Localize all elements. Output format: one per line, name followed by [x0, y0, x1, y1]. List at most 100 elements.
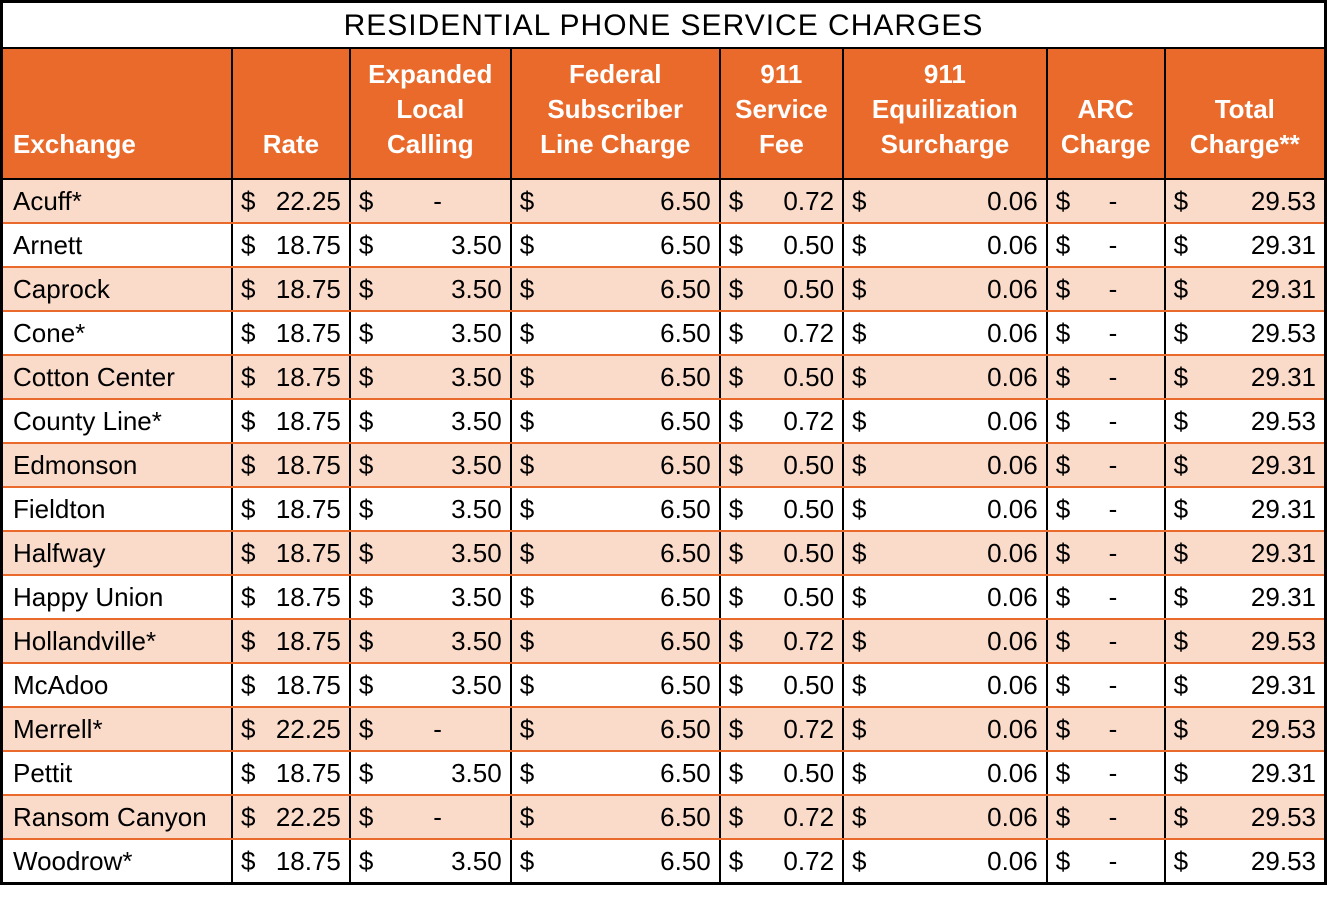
cell-total: $29.31 — [1165, 487, 1326, 531]
cell-total: $29.53 — [1165, 839, 1326, 883]
cell-total: $29.53 — [1165, 179, 1326, 223]
cell-911fee: $0.72 — [720, 839, 843, 883]
cell-911fee: $0.72 — [720, 179, 843, 223]
table-row: Cotton Center$18.75$3.50$6.50$0.50$0.06$… — [2, 355, 1326, 399]
cell-expanded: $3.50 — [350, 839, 511, 883]
cell-exchange: Fieldton — [2, 487, 232, 531]
cell-911fee: $0.50 — [720, 531, 843, 575]
cell-rate: $18.75 — [232, 751, 350, 795]
cell-total: $29.31 — [1165, 751, 1326, 795]
cell-exchange: County Line* — [2, 399, 232, 443]
cell-911eq: $0.06 — [843, 267, 1047, 311]
cell-911eq: $0.06 — [843, 839, 1047, 883]
table-header-row: Exchange Rate Expanded Local Calling Fed… — [2, 48, 1326, 179]
cell-expanded: $3.50 — [350, 223, 511, 267]
cell-expanded: $- — [350, 795, 511, 839]
cell-911fee: $0.50 — [720, 355, 843, 399]
cell-arc: $- — [1047, 751, 1165, 795]
cell-rate: $18.75 — [232, 575, 350, 619]
table-row: Happy Union$18.75$3.50$6.50$0.50$0.06$-$… — [2, 575, 1326, 619]
cell-arc: $- — [1047, 707, 1165, 751]
cell-total: $29.31 — [1165, 663, 1326, 707]
cell-expanded: $3.50 — [350, 399, 511, 443]
cell-arc: $- — [1047, 575, 1165, 619]
cell-rate: $18.75 — [232, 355, 350, 399]
cell-expanded: $- — [350, 707, 511, 751]
cell-exchange: Woodrow* — [2, 839, 232, 883]
cell-total: $29.53 — [1165, 399, 1326, 443]
cell-arc: $- — [1047, 839, 1165, 883]
cell-911eq: $0.06 — [843, 619, 1047, 663]
cell-911fee: $0.50 — [720, 443, 843, 487]
cell-911fee: $0.72 — [720, 399, 843, 443]
cell-expanded: $3.50 — [350, 311, 511, 355]
cell-exchange: Cotton Center — [2, 355, 232, 399]
cell-fslc: $6.50 — [511, 751, 720, 795]
cell-arc: $- — [1047, 267, 1165, 311]
cell-expanded: $3.50 — [350, 663, 511, 707]
cell-fslc: $6.50 — [511, 179, 720, 223]
cell-911eq: $0.06 — [843, 223, 1047, 267]
col-911fee: 911 Service Fee — [720, 48, 843, 179]
cell-911fee: $0.72 — [720, 707, 843, 751]
cell-fslc: $6.50 — [511, 839, 720, 883]
cell-arc: $- — [1047, 619, 1165, 663]
table-row: Acuff*$22.25$-$6.50$0.72$0.06$-$29.53 — [2, 179, 1326, 223]
cell-expanded: $- — [350, 179, 511, 223]
table-row: Woodrow*$18.75$3.50$6.50$0.72$0.06$-$29.… — [2, 839, 1326, 883]
cell-exchange: Edmonson — [2, 443, 232, 487]
cell-fslc: $6.50 — [511, 311, 720, 355]
cell-fslc: $6.50 — [511, 531, 720, 575]
cell-total: $29.31 — [1165, 443, 1326, 487]
col-exchange: Exchange — [2, 48, 232, 179]
cell-rate: $18.75 — [232, 311, 350, 355]
cell-exchange: McAdoo — [2, 663, 232, 707]
cell-fslc: $6.50 — [511, 663, 720, 707]
cell-arc: $- — [1047, 223, 1165, 267]
cell-exchange: Arnett — [2, 223, 232, 267]
cell-expanded: $3.50 — [350, 267, 511, 311]
cell-arc: $- — [1047, 179, 1165, 223]
cell-fslc: $6.50 — [511, 355, 720, 399]
cell-arc: $- — [1047, 399, 1165, 443]
table-container: RESIDENTIAL PHONE SERVICE CHARGES Exchan… — [0, 0, 1327, 885]
col-rate: Rate — [232, 48, 350, 179]
cell-fslc: $6.50 — [511, 707, 720, 751]
cell-rate: $18.75 — [232, 267, 350, 311]
cell-rate: $18.75 — [232, 663, 350, 707]
table-title-row: RESIDENTIAL PHONE SERVICE CHARGES — [2, 2, 1326, 49]
table-row: McAdoo$18.75$3.50$6.50$0.50$0.06$-$29.31 — [2, 663, 1326, 707]
cell-fslc: $6.50 — [511, 443, 720, 487]
cell-rate: $18.75 — [232, 839, 350, 883]
cell-total: $29.31 — [1165, 531, 1326, 575]
cell-expanded: $3.50 — [350, 619, 511, 663]
cell-total: $29.53 — [1165, 311, 1326, 355]
cell-exchange: Acuff* — [2, 179, 232, 223]
col-expanded: Expanded Local Calling — [350, 48, 511, 179]
cell-911fee: $0.72 — [720, 795, 843, 839]
cell-total: $29.53 — [1165, 795, 1326, 839]
cell-911eq: $0.06 — [843, 487, 1047, 531]
table-body: Acuff*$22.25$-$6.50$0.72$0.06$-$29.53Arn… — [2, 179, 1326, 883]
cell-arc: $- — [1047, 795, 1165, 839]
cell-911eq: $0.06 — [843, 531, 1047, 575]
cell-expanded: $3.50 — [350, 531, 511, 575]
cell-exchange: Ransom Canyon — [2, 795, 232, 839]
table-row: Halfway$18.75$3.50$6.50$0.50$0.06$-$29.3… — [2, 531, 1326, 575]
cell-911eq: $0.06 — [843, 795, 1047, 839]
table-row: Fieldton$18.75$3.50$6.50$0.50$0.06$-$29.… — [2, 487, 1326, 531]
cell-total: $29.31 — [1165, 223, 1326, 267]
cell-total: $29.31 — [1165, 355, 1326, 399]
cell-exchange: Happy Union — [2, 575, 232, 619]
cell-rate: $22.25 — [232, 179, 350, 223]
cell-911eq: $0.06 — [843, 311, 1047, 355]
cell-rate: $22.25 — [232, 707, 350, 751]
cell-expanded: $3.50 — [350, 487, 511, 531]
cell-fslc: $6.50 — [511, 267, 720, 311]
cell-911eq: $0.06 — [843, 575, 1047, 619]
cell-911eq: $0.06 — [843, 707, 1047, 751]
col-total: Total Charge** — [1165, 48, 1326, 179]
cell-911fee: $0.50 — [720, 487, 843, 531]
charges-table: RESIDENTIAL PHONE SERVICE CHARGES Exchan… — [0, 0, 1327, 885]
cell-rate: $18.75 — [232, 223, 350, 267]
